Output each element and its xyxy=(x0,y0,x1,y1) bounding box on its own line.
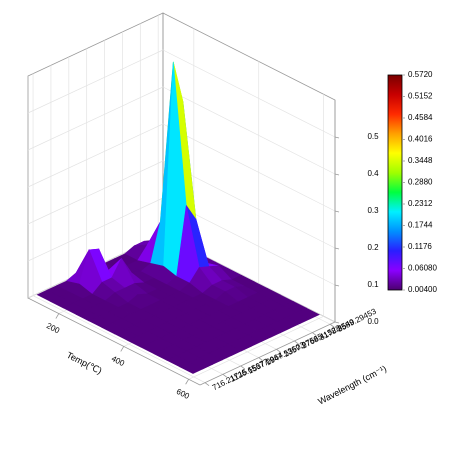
colorbar xyxy=(387,74,403,291)
colorbar-tick-label: 0.4016 xyxy=(408,135,433,144)
colorbar-tick-label: 0.00400 xyxy=(408,285,437,294)
z-tick-label: 0.4 xyxy=(367,169,379,178)
x-axis xyxy=(27,297,201,386)
colorbar-tick-label: 0.3448 xyxy=(408,156,433,165)
x-tick xyxy=(185,379,189,385)
x-tick-label: 600 xyxy=(175,387,191,401)
z-tick-label: 0.1 xyxy=(367,280,379,289)
grid-line xyxy=(162,123,336,212)
y-axis-title: Wavelength (cm⁻¹) xyxy=(316,363,388,406)
z-tick xyxy=(334,321,340,324)
z-tick-label: 0.0 xyxy=(367,317,379,326)
x-axis-title: Temp(℃) xyxy=(65,350,103,376)
colorbar-tick-label: 0.1744 xyxy=(408,221,433,230)
grid-line xyxy=(27,86,164,151)
grid-line xyxy=(27,49,164,114)
colorbar-tick-label: 0.2312 xyxy=(408,199,433,208)
y-tick xyxy=(276,348,281,353)
colorbar-tick-label: 0.1176 xyxy=(408,242,432,251)
y-tick xyxy=(312,332,317,336)
z-tick xyxy=(334,136,340,139)
z-tick-label: 0.5 xyxy=(367,132,379,141)
colorbar-tick-label: 0.2880 xyxy=(408,178,433,187)
y-tick xyxy=(329,323,335,328)
z-tick xyxy=(334,210,340,213)
x-tick-label: 200 xyxy=(45,321,61,335)
y-tick xyxy=(222,373,228,378)
z-tick-label: 0.3 xyxy=(367,206,379,215)
surface-patch xyxy=(179,362,204,374)
grid-line xyxy=(162,160,336,249)
z-tick xyxy=(334,173,340,176)
y-tick xyxy=(240,365,246,370)
colorbar-tick-label: 0.5152 xyxy=(408,92,433,101)
z-tick-label: 0.2 xyxy=(367,243,379,252)
x-tick-label: 400 xyxy=(110,354,126,368)
x-tick xyxy=(55,313,60,319)
y-tick xyxy=(204,382,210,386)
grid-line xyxy=(27,160,164,225)
colorbar-tick-label: 0.06080 xyxy=(408,264,437,273)
x-tick xyxy=(120,346,125,352)
colorbar-tick-label: 0.5720 xyxy=(408,70,433,79)
grid-line xyxy=(27,123,164,188)
z-tick xyxy=(334,284,340,287)
grid-line xyxy=(32,295,206,383)
grid-line xyxy=(162,49,336,138)
grid-line xyxy=(162,86,336,175)
z-tick xyxy=(334,247,340,250)
y-tick xyxy=(258,357,263,361)
y-tick xyxy=(294,340,299,345)
colorbar-tick-label: 0.4584 xyxy=(408,113,433,122)
